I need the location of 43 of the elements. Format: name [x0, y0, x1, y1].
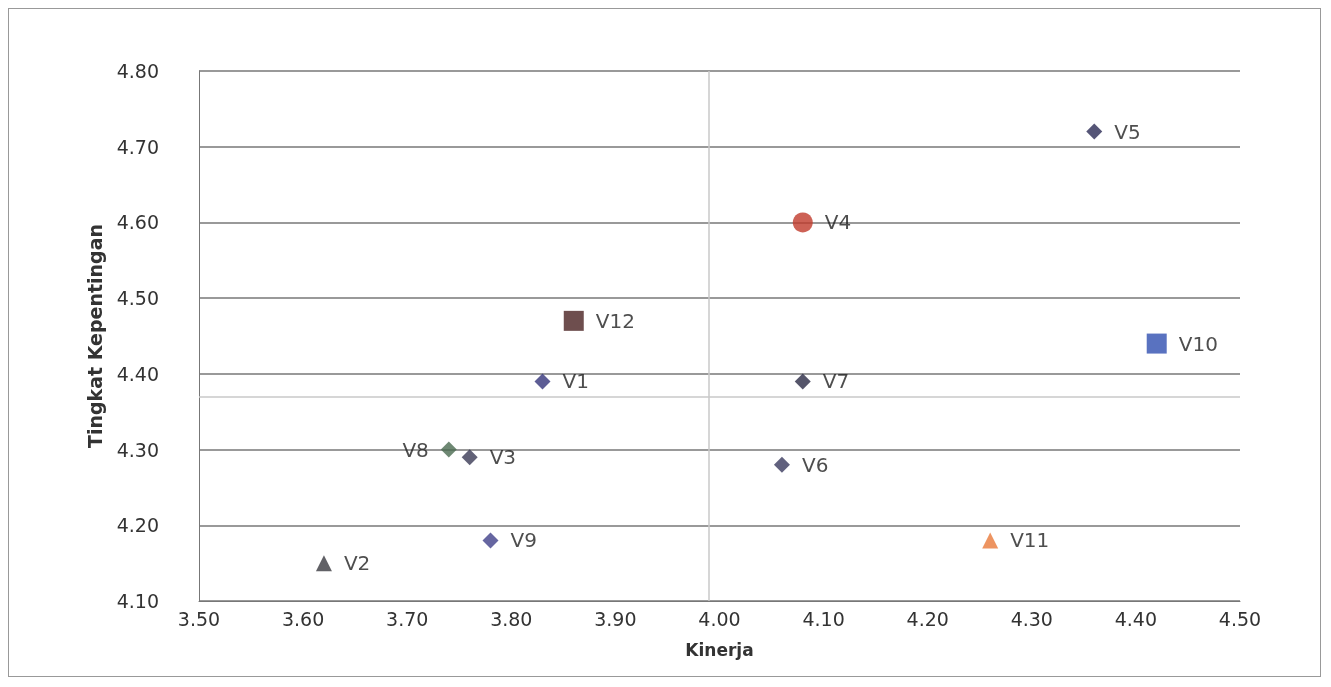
x-tick-label: 4.20 — [906, 607, 949, 630]
series-label: V10 — [1178, 331, 1218, 356]
x-tick-label: 3.80 — [490, 607, 533, 630]
point — [461, 449, 478, 466]
x-tick-label: 4.50 — [1218, 607, 1262, 630]
x-tick-label: 3.60 — [281, 607, 325, 630]
point — [440, 441, 457, 458]
series-label: V2 — [343, 551, 371, 576]
point — [482, 532, 499, 549]
x-tick-label: 4.30 — [1010, 607, 1053, 630]
y-tick-label: 4.30 — [116, 438, 159, 461]
x-tick-label: 3.90 — [594, 607, 637, 630]
series-label: V11 — [1010, 528, 1050, 553]
series-label: V1 — [562, 369, 589, 394]
point — [982, 532, 999, 549]
x-tick-label: 3.50 — [177, 607, 221, 630]
y-axis-title: Tingkat Kepentingan — [83, 223, 106, 449]
y-tick-label: 4.70 — [116, 135, 159, 158]
y-tick-label: 4.10 — [116, 590, 159, 612]
series-label: V12 — [595, 308, 635, 333]
series-label: V6 — [801, 452, 829, 477]
y-tick-label: 4.60 — [116, 211, 159, 234]
point — [1086, 123, 1103, 140]
x-axis-title: Kinerja — [685, 639, 754, 660]
point — [563, 310, 584, 331]
point — [792, 212, 813, 233]
series-label: V9 — [510, 528, 537, 553]
x-tick-label: 4.10 — [802, 607, 845, 630]
y-tick-label: 4.20 — [116, 514, 159, 537]
y-tick-label: 4.80 — [116, 60, 159, 82]
point — [794, 373, 811, 390]
x-tick-label: 3.70 — [386, 607, 429, 630]
series-label: V7 — [822, 369, 850, 394]
point — [534, 373, 551, 390]
series-label: V5 — [1114, 119, 1141, 144]
series-label: V3 — [489, 445, 517, 470]
x-tick-label: 4.00 — [698, 607, 741, 630]
y-tick-label: 4.50 — [116, 287, 159, 310]
point — [773, 456, 790, 473]
point — [315, 555, 332, 572]
y-tick-label: 4.40 — [116, 362, 159, 385]
point — [1146, 333, 1167, 354]
x-tick-label: 4.40 — [1114, 607, 1158, 630]
